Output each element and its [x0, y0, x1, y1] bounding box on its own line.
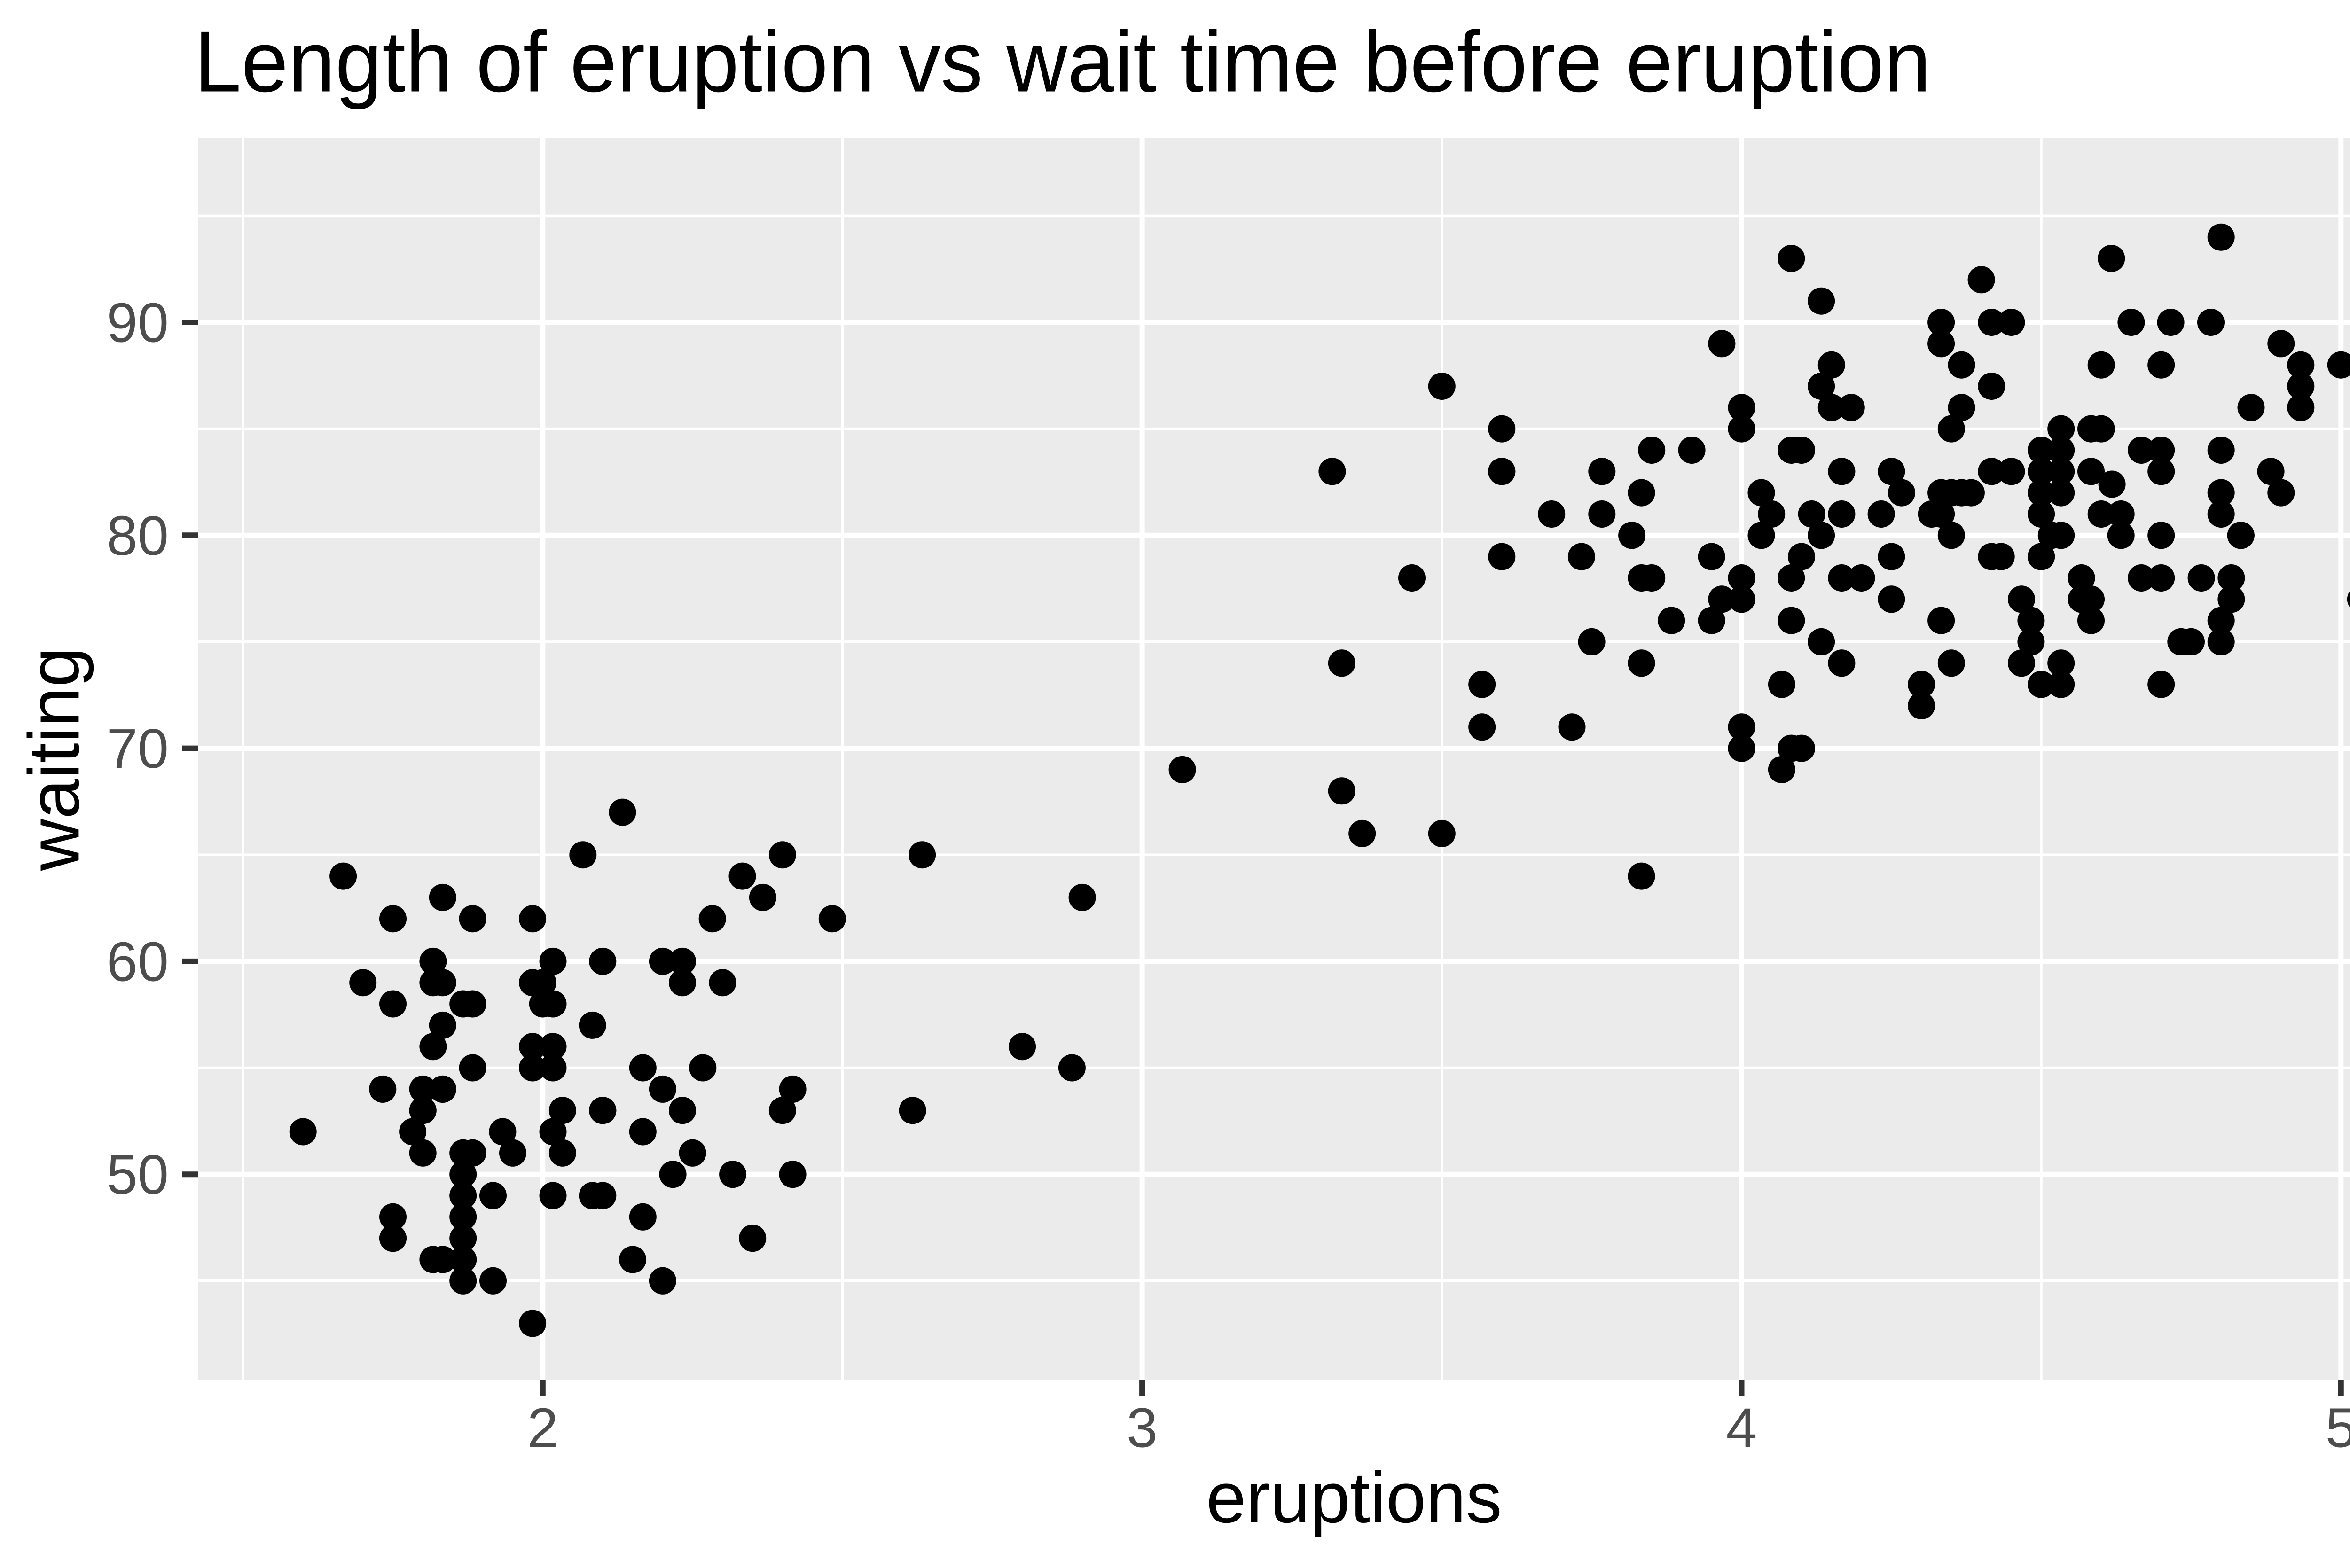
svg-text:80: 80: [107, 505, 169, 567]
svg-text:Length of eruption vs wait tim: Length of eruption vs wait time before e…: [195, 13, 1931, 110]
svg-text:4: 4: [1726, 1397, 1757, 1459]
svg-text:90: 90: [107, 292, 169, 354]
svg-text:5: 5: [2326, 1397, 2350, 1459]
svg-text:eruptions: eruptions: [1206, 1458, 1502, 1538]
svg-text:50: 50: [107, 1144, 169, 1206]
svg-text:70: 70: [107, 718, 169, 780]
svg-text:60: 60: [107, 930, 169, 993]
svg-text:waiting: waiting: [14, 647, 94, 871]
svg-text:3: 3: [1127, 1397, 1158, 1459]
svg-text:2: 2: [527, 1397, 558, 1459]
